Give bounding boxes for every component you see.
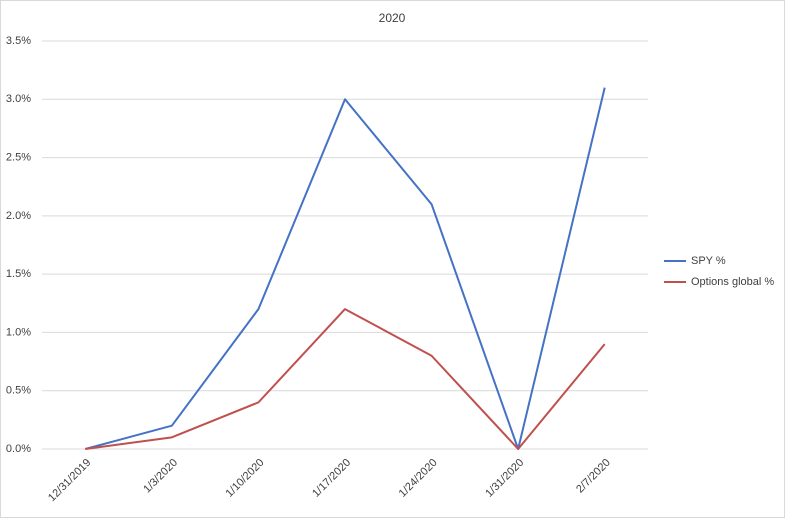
legend-label: SPY % <box>691 255 726 267</box>
y-tick-label: 1.0% <box>6 326 31 338</box>
y-tick-label: 0.5% <box>6 385 31 397</box>
series-line <box>85 308 606 450</box>
y-tick-label: 2.5% <box>6 151 31 163</box>
y-tick-label: 3.0% <box>6 93 31 105</box>
y-tick-label: 1.5% <box>6 268 31 280</box>
y-tick-label: 3.5% <box>6 35 31 47</box>
legend-label: Options global % <box>691 276 774 288</box>
y-tick-label: 0.0% <box>6 443 31 455</box>
chart-title: 2020 <box>379 11 406 25</box>
y-tick-label: 2.0% <box>6 210 31 222</box>
